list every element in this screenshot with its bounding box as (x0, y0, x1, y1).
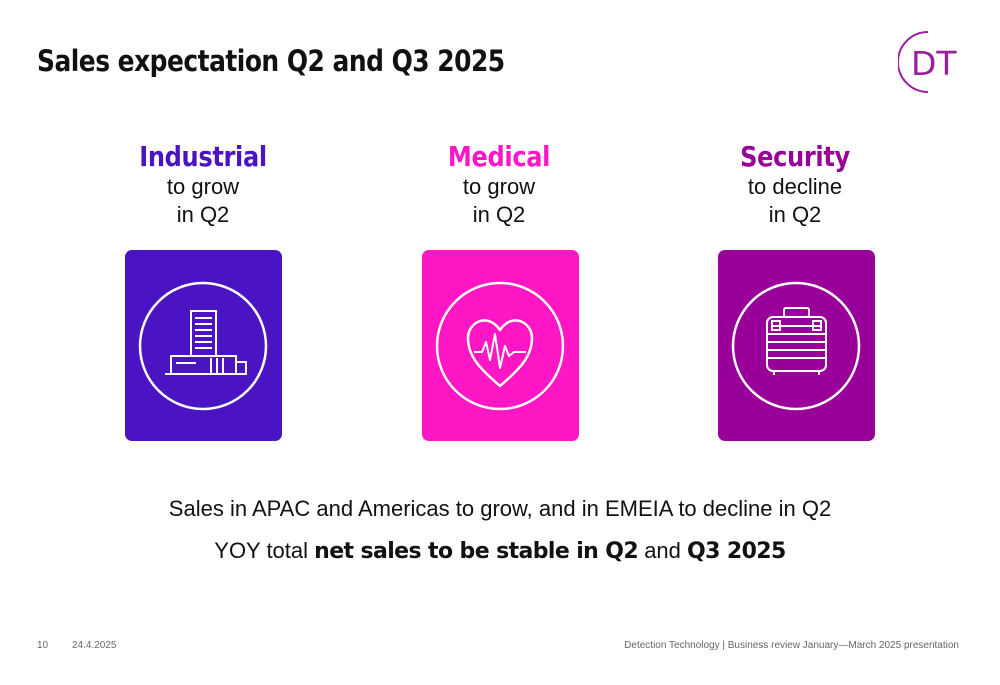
industrial-card (125, 250, 282, 441)
segment-medical: Medical to grow in Q2 (399, 140, 599, 229)
summary-highlight: net sales to be stable in Q2 (314, 539, 639, 564)
heart-pulse-icon (435, 281, 565, 411)
segment-industrial: Industrial to grow in Q2 (103, 140, 303, 229)
footer-source: Detection Technology | Business review J… (624, 640, 959, 651)
segment-security: Security to decline in Q2 (695, 140, 895, 229)
segment-period: in Q2 (176, 202, 230, 227)
segment-period: in Q2 (472, 202, 526, 227)
summary-highlight: Q3 2025 (687, 539, 786, 564)
building-icon (138, 281, 268, 411)
segment-name: Medical (447, 140, 551, 173)
svg-text:DT: DT (911, 44, 957, 83)
segment-name: Industrial (139, 140, 267, 173)
segment-outlook: to decline (747, 174, 843, 199)
summary-line-1: Sales in APAC and Americas to grow, and … (168, 496, 832, 521)
slide-date: 24.4.2025 (72, 640, 117, 651)
medical-card (422, 250, 579, 441)
segment-outlook: to grow (462, 174, 536, 199)
page-number: 10 (37, 640, 49, 651)
summary-line-2: YOY total net sales to be stable in Q2 a… (214, 538, 786, 564)
segment-name: Security (740, 140, 850, 173)
segment-period: in Q2 (768, 202, 822, 227)
security-card (718, 250, 875, 441)
segment-outlook: to grow (166, 174, 240, 199)
luggage-icon (731, 281, 861, 411)
slide-title: Sales expectation Q2 and Q3 2025 (37, 44, 505, 78)
company-logo: DT (897, 28, 964, 98)
